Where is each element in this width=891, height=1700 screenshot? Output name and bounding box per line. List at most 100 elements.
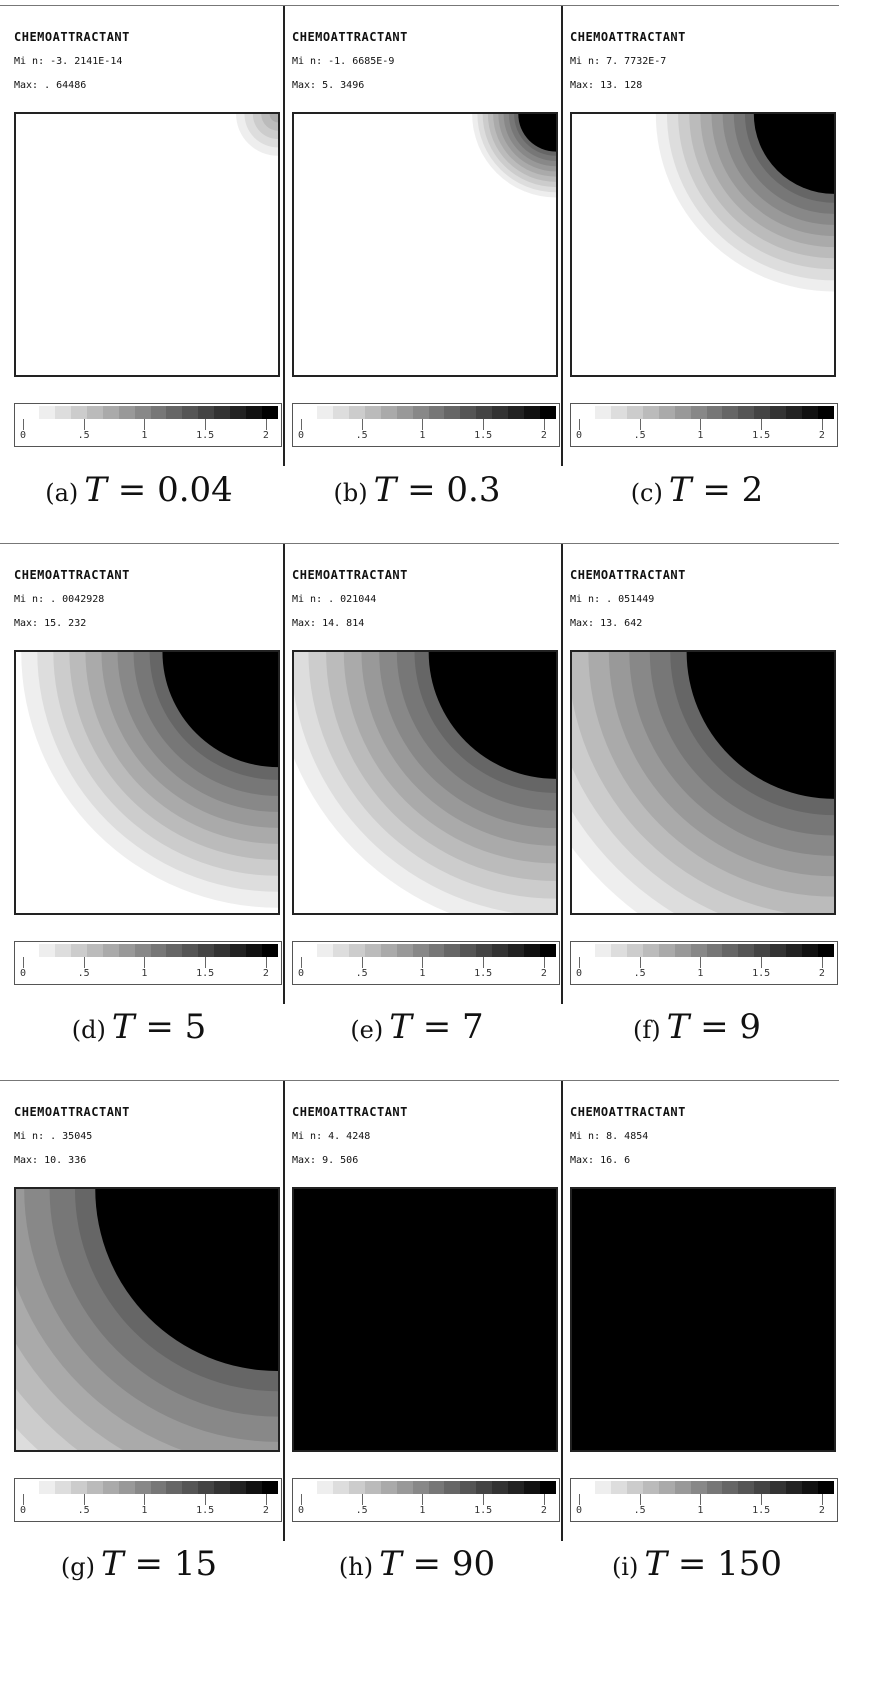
- colorbar-level: [444, 1481, 461, 1494]
- panel-title: CHEMOATTRACTANT: [292, 1105, 408, 1119]
- contour-core: [518, 114, 556, 152]
- max-value: 13. 128: [600, 80, 643, 91]
- colorbar-level: [626, 1481, 643, 1494]
- colorbar-tick-label: 1.5: [474, 430, 493, 441]
- caption-variable: T: [84, 470, 107, 510]
- contour-core: [162, 652, 278, 768]
- colorbar-level: [508, 1481, 525, 1494]
- colorbar-tick: [639, 419, 641, 430]
- colorbar-tick: [821, 957, 823, 968]
- caption-variable: T: [111, 1007, 135, 1047]
- colorbar: 0 .5 1 1.5 2: [292, 403, 560, 447]
- colorbar-tick: [265, 957, 267, 968]
- panel-max-readout: Max: 13. 128: [570, 80, 642, 91]
- concentration-plot: [570, 112, 836, 377]
- colorbar-level: [642, 1481, 659, 1494]
- colorbar-level: [198, 1481, 215, 1494]
- concentration-plot: [14, 650, 280, 915]
- colorbar-level: [396, 406, 413, 419]
- caption-value: 5: [184, 1007, 207, 1047]
- colorbar-tick: [422, 419, 424, 430]
- colorbar-tick-label: .5: [355, 430, 368, 441]
- colorbar-tick-label: 0: [575, 968, 583, 979]
- colorbar-tick: [83, 419, 85, 430]
- colorbar-level: [610, 406, 627, 419]
- colorbar-level: [412, 406, 429, 419]
- colorbar-level: [674, 406, 691, 419]
- colorbar-tick-label: 2: [262, 1505, 269, 1516]
- colorbar-tick-label: .5: [355, 968, 368, 979]
- colorbar-gradient: [579, 406, 834, 419]
- panel-title: CHEMOATTRACTANT: [292, 30, 408, 44]
- colorbar-level: [380, 1481, 397, 1494]
- colorbar-tick-label: .5: [77, 430, 90, 441]
- min-value: . 021044: [328, 594, 377, 605]
- colorbar: 0 .5 1 1.5 2: [570, 403, 838, 447]
- colorbar-level: [380, 944, 397, 957]
- caption-letter: (d): [71, 1016, 106, 1044]
- colorbar-level: [214, 406, 231, 419]
- colorbar-level: [626, 406, 643, 419]
- caption-equation: T = 150: [644, 1544, 782, 1584]
- subfigure-caption: (h) T = 90: [297, 1544, 537, 1584]
- subfigure-caption: (f) T = 9: [577, 1007, 817, 1047]
- colorbar-tick-label: 0: [297, 968, 305, 979]
- concentration-plot: [292, 112, 558, 377]
- colorbar-level: [722, 944, 739, 957]
- colorbar-level: [690, 944, 707, 957]
- colorbar-level: [818, 1481, 834, 1494]
- max-label: Max:: [570, 80, 595, 91]
- caption-letter: (f): [632, 1016, 661, 1044]
- max-label: Max:: [14, 618, 39, 629]
- colorbar-level: [579, 1481, 595, 1494]
- caption-equation: T = 0.04: [84, 470, 233, 510]
- colorbar: 0 .5 1 1.5 2: [14, 403, 282, 447]
- panel-min-readout: Mi n: 4. 4248: [292, 1131, 370, 1142]
- colorbar-tick: [265, 1494, 267, 1505]
- colorbar-level: [246, 944, 263, 957]
- caption-value: 15: [173, 1544, 218, 1584]
- colorbar-level: [818, 944, 834, 957]
- colorbar-tick: [821, 419, 823, 430]
- colorbar-tick: [205, 1494, 207, 1505]
- max-value: 14. 814: [322, 618, 365, 629]
- colorbar-level: [38, 406, 55, 419]
- colorbar-level: [396, 1481, 413, 1494]
- caption-equation: T = 9: [667, 1007, 761, 1047]
- colorbar-level: [118, 944, 135, 957]
- colorbar-tick-label: 1.5: [474, 968, 493, 979]
- colorbar-level: [540, 1481, 556, 1494]
- colorbar-level: [722, 406, 739, 419]
- colorbar-gradient: [301, 406, 556, 419]
- panel-max-readout: Max: 13. 642: [570, 618, 642, 629]
- colorbar-level: [70, 1481, 87, 1494]
- colorbar-tick: [23, 419, 24, 430]
- colorbar-level: [492, 406, 509, 419]
- colorbar-level: [86, 1481, 103, 1494]
- colorbar-level: [86, 406, 103, 419]
- equals-sign: =: [123, 1544, 174, 1584]
- panel-title: CHEMOATTRACTANT: [570, 568, 686, 582]
- colorbar-level: [23, 1481, 39, 1494]
- concentration-plot: [292, 1187, 558, 1452]
- colorbar-tick: [579, 1494, 580, 1505]
- colorbar-level: [770, 406, 787, 419]
- subfigure-panel: CHEMOATTRACTANT Mi n: -1. 6685E-9 Max: 5. 34…: [278, 5, 563, 466]
- colorbar-level: [642, 944, 659, 957]
- colorbar-level: [86, 944, 103, 957]
- colorbar-level: [444, 406, 461, 419]
- caption-variable: T: [644, 1544, 668, 1584]
- colorbar-tick: [761, 419, 763, 430]
- colorbar-level: [476, 406, 493, 419]
- colorbar-level: [380, 406, 397, 419]
- colorbar-level: [102, 944, 119, 957]
- min-value: -1. 6685E-9: [328, 56, 395, 67]
- colorbar-level: [332, 1481, 349, 1494]
- colorbar-tick-label: .5: [355, 1505, 368, 1516]
- colorbar-tick: [700, 957, 702, 968]
- colorbar-level: [214, 1481, 231, 1494]
- equals-sign: =: [401, 1544, 452, 1584]
- colorbar-level: [818, 406, 834, 419]
- colorbar-level: [706, 1481, 723, 1494]
- panel-max-readout: Max: . 64486: [14, 80, 86, 91]
